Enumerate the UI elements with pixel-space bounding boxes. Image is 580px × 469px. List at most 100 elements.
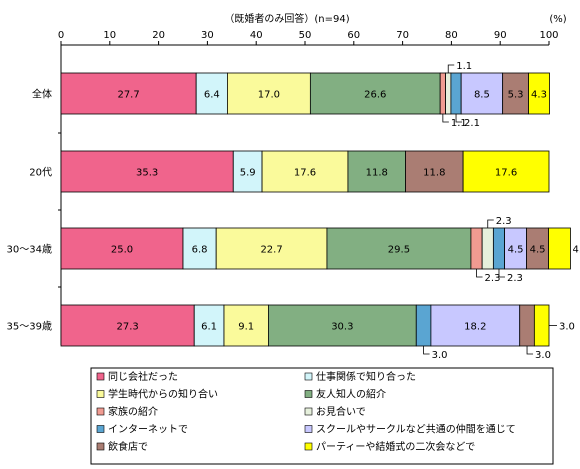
legend-swatch bbox=[96, 390, 105, 398]
callout-leader bbox=[423, 346, 430, 355]
bar-value-label: 17.0 bbox=[258, 90, 280, 101]
bar-value-label: 11.8 bbox=[366, 168, 388, 179]
bar-value-label: 17.6 bbox=[495, 168, 517, 179]
bar-value-label: 4.5 bbox=[530, 245, 546, 256]
bar-value-label: 6.1 bbox=[201, 322, 217, 333]
bar-segment bbox=[195, 72, 228, 115]
callout-label: 4.5 bbox=[572, 245, 580, 256]
callout-label: 2.3 bbox=[485, 273, 501, 284]
callout-leader bbox=[455, 114, 463, 123]
bar-segment bbox=[309, 72, 441, 115]
callout-leader bbox=[498, 269, 505, 278]
legend-swatch bbox=[304, 390, 313, 398]
x-tick-label: 50 bbox=[299, 30, 312, 41]
callout-leader bbox=[476, 269, 483, 278]
category-label: 30～34歳 bbox=[7, 244, 52, 256]
legend-label: インターネットで bbox=[108, 424, 188, 436]
legend-label: 同じ会社だった bbox=[108, 370, 178, 383]
bar-segment bbox=[182, 227, 217, 270]
callout-leader bbox=[487, 219, 494, 228]
x-tick-label: 80 bbox=[445, 30, 458, 41]
legend-swatch bbox=[304, 425, 313, 433]
bar-segment bbox=[267, 304, 417, 347]
x-tick-label: 70 bbox=[396, 30, 409, 41]
bar-segment bbox=[430, 304, 521, 347]
x-tick-label: 100 bbox=[539, 30, 558, 41]
category-label: 全体 bbox=[32, 88, 52, 101]
bar-value-label: 6.8 bbox=[192, 245, 208, 256]
axis-unit-label: (%) bbox=[549, 14, 566, 25]
legend-label: パーティーや結婚式の二次会などで bbox=[316, 440, 475, 453]
bar-segment bbox=[193, 304, 225, 347]
bar-segment bbox=[60, 150, 234, 193]
bar-segment bbox=[462, 150, 550, 193]
legend-label: お見合いで bbox=[316, 405, 366, 418]
bar-segment bbox=[60, 227, 184, 270]
x-tick-label: 60 bbox=[347, 30, 360, 41]
bar-segment bbox=[481, 227, 494, 270]
bar-value-label: 22.7 bbox=[260, 245, 282, 256]
legend-label: 仕事関係で知り合った bbox=[316, 370, 416, 383]
legend-label: 家族の紹介 bbox=[108, 405, 158, 418]
callouts-layer: 1.11.12.12.32.32.34.53.03.03.0 bbox=[423, 61, 580, 361]
bar-segment bbox=[261, 150, 349, 193]
x-tick-label: 0 bbox=[58, 30, 64, 41]
legend-swatch bbox=[96, 372, 105, 381]
bar-segment bbox=[60, 72, 197, 115]
legend-swatch bbox=[304, 407, 313, 416]
bar-value-label: 6.4 bbox=[204, 90, 220, 101]
bar-segment bbox=[415, 304, 432, 347]
bar-segment bbox=[215, 227, 328, 270]
bar-value-label: 29.5 bbox=[388, 245, 410, 256]
legend-swatch bbox=[96, 442, 105, 451]
legend-label: 友人知人の紹介 bbox=[316, 388, 386, 401]
legend-swatch bbox=[96, 425, 105, 433]
bar-segment bbox=[60, 304, 195, 347]
callout-label: 3.0 bbox=[559, 322, 575, 333]
legend-swatch bbox=[304, 442, 313, 451]
bar-value-label: 26.6 bbox=[364, 90, 386, 101]
bar-value-label: 4.3 bbox=[531, 90, 547, 101]
bar-value-label: 18.2 bbox=[464, 322, 486, 333]
callout-label: 2.3 bbox=[507, 273, 523, 284]
bar-segment bbox=[548, 227, 571, 270]
bar-value-label: 27.7 bbox=[117, 90, 139, 101]
bar-value-label: 25.0 bbox=[111, 245, 133, 256]
bar-value-label: 11.8 bbox=[423, 168, 445, 179]
bar-segment bbox=[326, 227, 472, 270]
x-tick-label: 40 bbox=[250, 30, 263, 41]
bar-segment bbox=[347, 150, 406, 193]
bar-value-label: 5.9 bbox=[240, 168, 256, 179]
bar-value-label: 4.5 bbox=[508, 245, 524, 256]
callout-label: 1.1 bbox=[456, 61, 472, 72]
bar-segment bbox=[450, 72, 462, 115]
bar-segment bbox=[492, 227, 505, 270]
x-tick-label: 30 bbox=[201, 30, 214, 41]
legend-label: スクールやサークルなど共通の仲間を通じて bbox=[316, 423, 516, 436]
callout-label: 3.0 bbox=[432, 350, 448, 361]
bar-value-label: 30.3 bbox=[331, 322, 353, 333]
callout-label: 2.3 bbox=[496, 216, 512, 227]
chart-subtitle: （既婚者のみ回答）(n=94) bbox=[224, 12, 349, 25]
x-tick-label: 10 bbox=[103, 30, 116, 41]
legend-swatch bbox=[304, 372, 313, 381]
x-tick-label: 90 bbox=[494, 30, 507, 41]
bar-value-label: 27.3 bbox=[116, 322, 138, 333]
bar-segment bbox=[232, 150, 263, 193]
bar-value-label: 5.3 bbox=[508, 90, 524, 101]
bar-value-label: 9.1 bbox=[238, 322, 254, 333]
callout-label: 2.1 bbox=[464, 118, 480, 129]
bar-value-label: 8.5 bbox=[474, 90, 490, 101]
legend-label: 学生時代からの知り合い bbox=[108, 388, 218, 401]
legend-label: 飲食店で bbox=[108, 440, 148, 453]
bar-value-label: 35.3 bbox=[136, 168, 158, 179]
bar-segment bbox=[533, 304, 550, 347]
bar-segment bbox=[528, 72, 550, 115]
callout-label: 1.1 bbox=[451, 118, 467, 129]
legend-box bbox=[90, 367, 554, 465]
callout-label: 3.0 bbox=[535, 350, 551, 361]
bar-segment bbox=[227, 72, 311, 115]
